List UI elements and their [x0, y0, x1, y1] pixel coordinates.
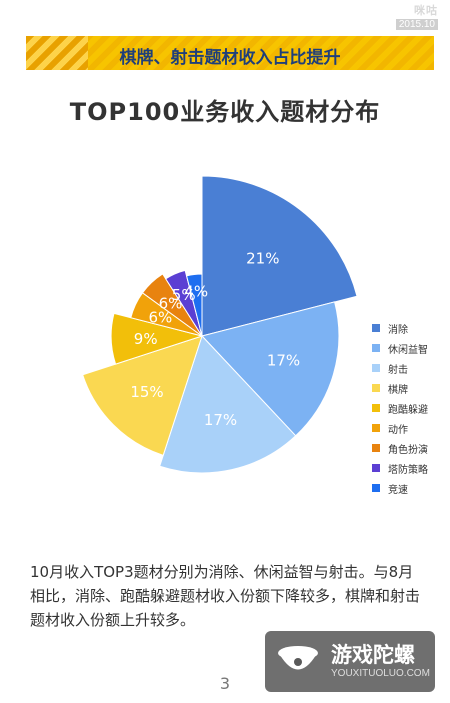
page-number: 3 [219, 674, 231, 693]
migu-logo: 咪咕 2015.10 [395, 2, 438, 30]
legend-swatch [372, 384, 380, 392]
headline-banner: 棋牌、射击题材收入占比提升 [26, 36, 434, 70]
pie-label-2: 17% [204, 411, 237, 429]
spinning-top-icon [278, 646, 318, 670]
legend-swatch [372, 364, 380, 372]
pie-label-7: 5% [172, 286, 196, 304]
pie-chart: 21%17%17%15%9%6%6%5%4% [82, 175, 358, 474]
legend-swatch [372, 464, 380, 472]
pie-slice-0 [201, 175, 358, 337]
legend-item-7: 塔防策略 [372, 458, 428, 478]
legend-item-2: 射击 [372, 358, 428, 378]
pie-label-5: 6% [149, 308, 173, 326]
legend-label: 角色扮演 [388, 444, 428, 456]
pie-label-6: 6% [159, 295, 183, 313]
legend-item-3: 棋牌 [372, 378, 428, 398]
legend-label: 竞速 [388, 484, 408, 496]
legend-label: 消除 [388, 324, 408, 336]
pie-slice-4 [110, 312, 204, 365]
banner-text: 棋牌、射击题材收入占比提升 [119, 48, 341, 68]
legend-swatch [372, 444, 380, 452]
legend-label: 休闲益智 [388, 344, 428, 356]
legend-item-0: 消除 [372, 318, 428, 338]
legend-item-8: 竞速 [372, 478, 428, 498]
chart-legend: 消除休闲益智射击棋牌跑酷躲避动作角色扮演塔防策略竞速 [372, 318, 428, 498]
legend-swatch [372, 404, 380, 412]
logo-brand: 咪咕 [414, 5, 438, 17]
pie-label-0: 21% [246, 250, 279, 268]
pie-slice-2 [159, 335, 297, 474]
legend-label: 动作 [388, 424, 408, 436]
legend-item-6: 角色扮演 [372, 438, 428, 458]
pie-slice-7 [165, 269, 203, 337]
legend-label: 塔防策略 [388, 464, 428, 476]
pie-label-4: 9% [134, 330, 158, 348]
legend-item-4: 跑酷躲避 [372, 398, 428, 418]
banner-stripe-decoration [26, 36, 88, 70]
legend-label: 射击 [388, 364, 408, 376]
legend-item-5: 动作 [372, 418, 428, 438]
watermark-url: YOUXITUOLUO.COM [331, 668, 430, 679]
pie-label-1: 17% [267, 352, 300, 370]
logo-date: 2015.10 [395, 19, 438, 30]
legend-swatch [372, 484, 380, 492]
legend-label: 棋牌 [388, 384, 408, 396]
legend-item-1: 休闲益智 [372, 338, 428, 358]
youxituoluo-watermark: 游戏陀螺 YOUXITUOLUO.COM [265, 631, 435, 692]
pie-slice-3 [82, 335, 203, 456]
pie-label-8: 4% [184, 282, 208, 300]
legend-swatch [372, 324, 380, 332]
description-text: 10月收入TOP3题材分别为消除、休闲益智与射击。与8月相比，消除、跑酷躲避题材… [30, 563, 421, 629]
watermark-name: 游戏陀螺 [331, 643, 415, 667]
legend-swatch [372, 344, 380, 352]
pie-label-3: 15% [130, 383, 163, 401]
pie-slice-6 [141, 273, 203, 337]
chart-title: TOP100业务收入题材分布 [69, 98, 381, 126]
legend-swatch [372, 424, 380, 432]
pie-slice-1 [201, 301, 340, 437]
pie-slice-8 [185, 273, 203, 337]
legend-label: 跑酷躲避 [388, 404, 428, 416]
